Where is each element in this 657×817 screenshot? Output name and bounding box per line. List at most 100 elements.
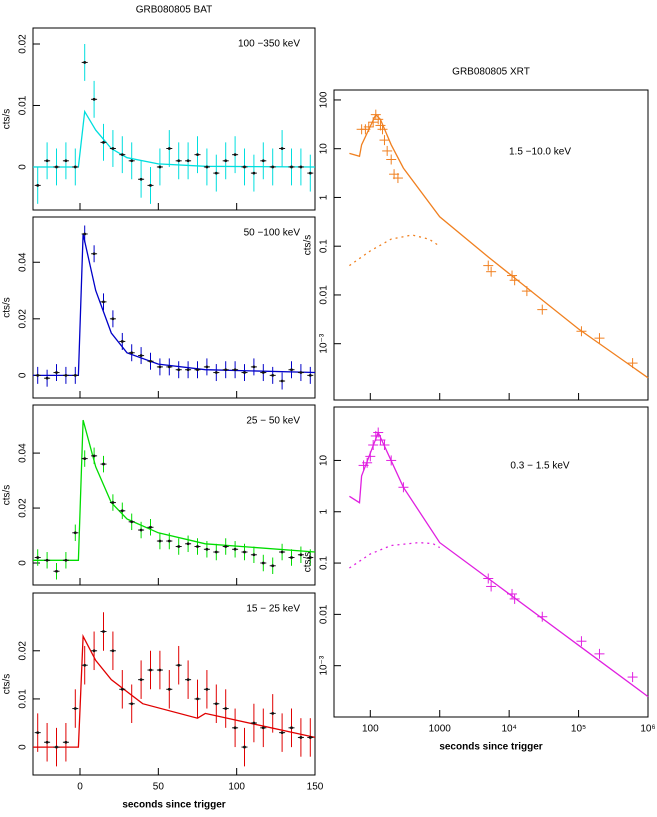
point	[233, 547, 237, 551]
y-tick-label: 1	[319, 194, 330, 200]
data-point	[241, 364, 248, 382]
data-point	[62, 366, 69, 384]
point	[36, 373, 40, 377]
data-point	[119, 332, 126, 350]
data-point	[175, 538, 182, 555]
point	[233, 368, 237, 372]
y-axis-label: cts/s	[303, 552, 314, 573]
data-point	[53, 148, 60, 186]
data-point	[373, 114, 384, 125]
point	[196, 697, 199, 701]
data-point	[44, 142, 51, 180]
data-point	[507, 588, 518, 599]
y-tick-label: 0.04	[18, 443, 29, 463]
data-point	[81, 225, 88, 243]
point	[196, 153, 199, 157]
data-point	[185, 660, 192, 699]
data-point	[269, 557, 276, 575]
data-point	[91, 245, 98, 263]
data-point	[128, 684, 135, 723]
point	[139, 177, 143, 181]
point	[92, 454, 96, 458]
point	[243, 745, 246, 749]
point	[224, 707, 228, 710]
point	[139, 528, 143, 532]
legend-label: 50 −100 keV	[244, 228, 301, 239]
plot-frame	[32, 404, 316, 586]
data-point	[521, 286, 532, 297]
point	[214, 171, 218, 175]
data-point	[297, 718, 304, 757]
data-point	[232, 541, 239, 558]
x-tick-label: 10⁶	[640, 724, 655, 735]
data-point	[44, 723, 51, 762]
data-point	[377, 124, 388, 135]
data-point	[72, 689, 79, 728]
point	[149, 359, 152, 363]
data-point	[53, 727, 60, 767]
data-point	[260, 708, 267, 748]
data-point	[241, 148, 248, 186]
point	[130, 520, 134, 524]
data-point	[260, 554, 267, 572]
y-tick-label: 0	[18, 560, 29, 566]
y-tick-label: 0.02	[18, 34, 29, 54]
x-tick-label: 100	[228, 782, 245, 793]
point	[177, 663, 181, 667]
data-point	[594, 648, 605, 659]
data-point	[368, 439, 379, 450]
data-point	[44, 369, 51, 387]
data-point	[379, 439, 390, 450]
point	[92, 649, 96, 653]
data-point	[222, 689, 229, 728]
data-point	[269, 694, 276, 733]
data-point	[147, 166, 154, 204]
data-point	[72, 148, 79, 186]
data-point	[368, 117, 379, 128]
point	[73, 165, 77, 169]
data-point	[138, 521, 145, 539]
data-point	[147, 352, 154, 370]
data-point	[269, 148, 276, 186]
x-tick-label: 10⁵	[571, 724, 586, 735]
data-point	[250, 154, 257, 192]
data-point	[128, 513, 135, 531]
point	[261, 726, 265, 730]
model-curve	[33, 633, 316, 748]
y-tick-label: 0.1	[319, 556, 330, 570]
data-point	[363, 121, 374, 132]
data-point	[232, 708, 239, 748]
data-point	[100, 123, 107, 161]
point	[243, 371, 246, 374]
point	[167, 365, 171, 369]
point	[214, 702, 218, 706]
data-point	[297, 546, 304, 564]
point	[214, 550, 218, 554]
point	[186, 542, 190, 546]
point	[167, 539, 171, 543]
point	[308, 373, 312, 377]
data-point	[119, 502, 126, 520]
point	[102, 140, 105, 144]
data-point	[232, 136, 239, 174]
chart-title: GRB080805 BAT	[136, 5, 213, 16]
y-axis-label: cts/s	[2, 485, 13, 506]
model-curve	[349, 113, 649, 379]
data-point	[156, 358, 163, 376]
y-axis-label: cts/s	[2, 674, 13, 695]
point	[120, 340, 124, 343]
data-point	[81, 645, 88, 685]
data-point	[119, 670, 126, 709]
y-tick-label: 0.1	[319, 239, 330, 253]
data-point	[213, 543, 220, 561]
data-point	[44, 552, 51, 569]
data-point	[250, 358, 257, 376]
y-tick-label: 0.01	[18, 689, 29, 709]
y-tick-label: 0.04	[18, 252, 29, 272]
data-point	[288, 708, 295, 748]
point	[158, 365, 162, 369]
data-point	[279, 372, 286, 390]
data-point	[100, 612, 107, 651]
data-point	[100, 455, 107, 473]
y-tick-label: 0	[18, 164, 29, 170]
